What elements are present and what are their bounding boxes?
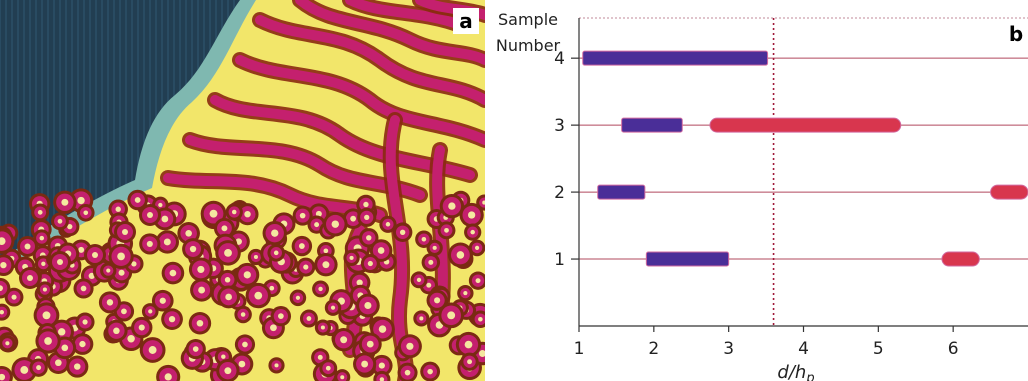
micrograph-image bbox=[0, 0, 485, 381]
x-axis-label-subscript: p bbox=[805, 371, 814, 381]
red-bar-sample-2 bbox=[990, 184, 1028, 200]
y-tick-label-3: 3 bbox=[554, 116, 565, 136]
x-tick-label-6: 6 bbox=[948, 339, 959, 359]
blue-bar-sample-4 bbox=[582, 50, 769, 66]
y-tick-label-1: 1 bbox=[554, 250, 565, 270]
panel-b-label: b bbox=[1009, 22, 1023, 46]
red-bar-sample-3 bbox=[709, 117, 902, 133]
range-chart: Sample Number b 1 2 3 4 1 2 3 4 5 6 d/hp bbox=[496, 10, 1028, 381]
y-axis-label-line2: Number bbox=[496, 36, 561, 55]
range-chart-panel: Sample Number b 1 2 3 4 1 2 3 4 5 6 d/hp bbox=[485, 0, 1028, 381]
y-tick-label-4: 4 bbox=[554, 49, 565, 69]
x-tick-label-4: 4 bbox=[798, 339, 809, 359]
y-tick-label-2: 2 bbox=[554, 183, 565, 203]
blue-bar-sample-1 bbox=[645, 251, 730, 267]
axes-group bbox=[571, 18, 1028, 332]
y-axis-label-line1: Sample bbox=[498, 10, 558, 29]
blue-bar-sample-2 bbox=[597, 184, 646, 200]
panel-a-label: a bbox=[453, 8, 479, 34]
x-tick-label-1: 1 bbox=[574, 339, 585, 359]
bars-group bbox=[582, 50, 1028, 267]
red-bar-sample-1 bbox=[941, 251, 980, 267]
blue-bar-sample-3 bbox=[621, 117, 683, 133]
x-tick-label-5: 5 bbox=[873, 339, 884, 359]
x-tick-label-3: 3 bbox=[723, 339, 734, 359]
x-axis-label: d/hp bbox=[777, 362, 814, 381]
micrograph-panel: a bbox=[0, 0, 485, 381]
x-tick-label-2: 2 bbox=[648, 339, 659, 359]
tick-labels-group: 1 2 3 4 1 2 3 4 5 6 bbox=[554, 49, 958, 359]
